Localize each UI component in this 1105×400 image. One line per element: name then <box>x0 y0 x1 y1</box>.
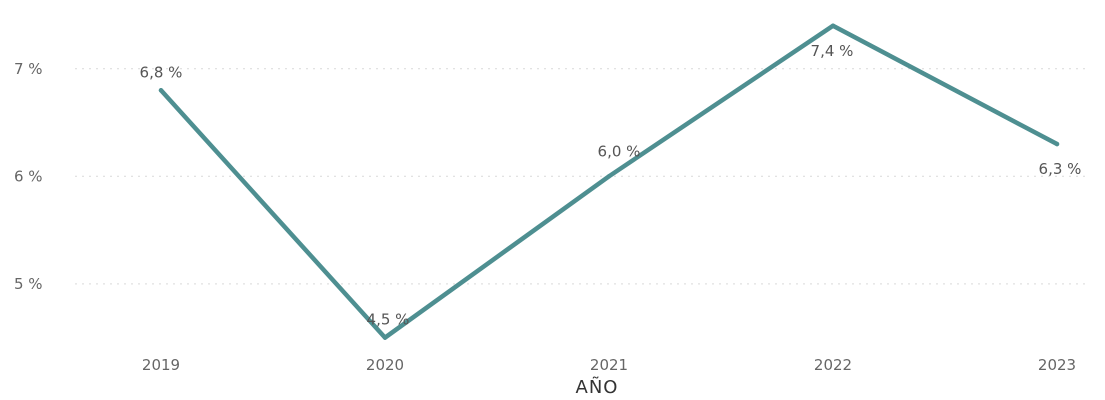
x-axis-ticks: 2019 2020 2021 2022 2023 <box>142 356 1076 374</box>
series-layer <box>158 23 1060 340</box>
x-axis-title: AÑO <box>576 376 619 398</box>
data-point <box>606 174 612 179</box>
x-tick-label: 2019 <box>142 356 180 374</box>
data-point <box>382 335 388 340</box>
data-label: 6,8 % <box>140 63 183 81</box>
data-label: 7,4 % <box>811 42 854 60</box>
y-tick-label: 5 % <box>14 275 43 293</box>
data-point <box>830 23 836 28</box>
data-point <box>158 88 164 93</box>
data-label: 6,3 % <box>1039 160 1082 178</box>
data-label: 4,5 % <box>367 311 410 329</box>
x-tick-label: 2022 <box>814 356 852 374</box>
y-tick-label: 6 % <box>14 167 43 185</box>
x-tick-label: 2023 <box>1038 356 1076 374</box>
data-labels: 6,8 % 4,5 % 6,0 % 7,4 % 6,3 % <box>140 42 1082 329</box>
x-tick-label: 2021 <box>590 356 628 374</box>
data-point <box>1054 141 1060 147</box>
y-axis-ticks: 5 % 6 % 7 % <box>14 60 43 293</box>
grid-layer <box>75 68 1090 285</box>
series-line <box>158 23 1060 340</box>
data-label: 6,0 % <box>598 142 641 160</box>
y-tick-label: 7 % <box>14 60 43 78</box>
x-tick-label: 2020 <box>366 356 404 374</box>
